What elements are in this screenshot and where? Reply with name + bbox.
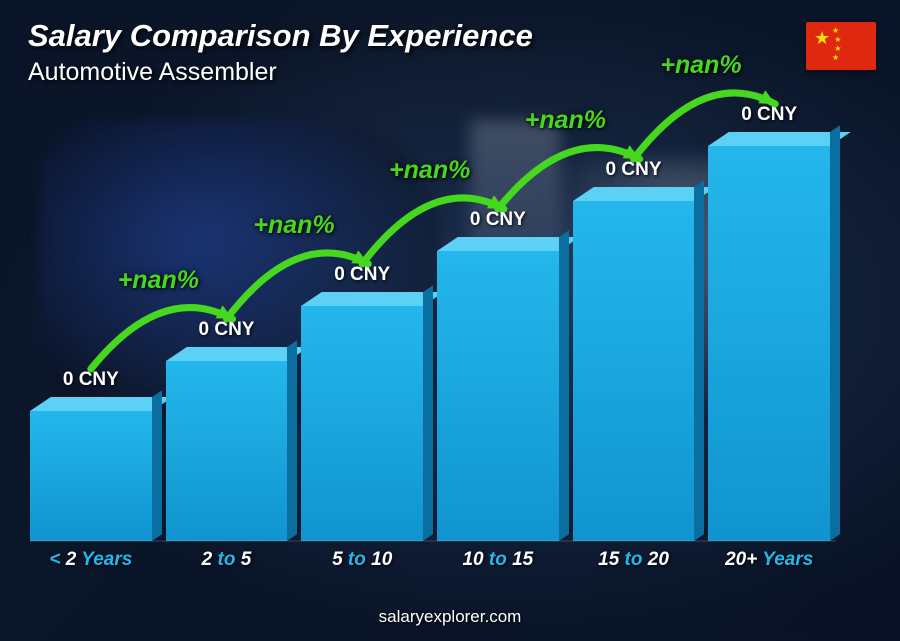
footer-attribution: salaryexplorer.com (0, 607, 900, 627)
chart-subtitle: Automotive Assembler (28, 58, 533, 87)
bar-value-label: 0 CNY (63, 369, 119, 391)
bar-category-label: 20+ Years (725, 549, 813, 571)
bar (301, 306, 423, 541)
bar-slot: 0 CNY5 to 10 (301, 306, 423, 541)
bar-side (694, 180, 704, 541)
bar-category-label: 10 to 15 (462, 549, 533, 571)
chart-baseline (30, 540, 836, 542)
bar-slot: 0 CNY10 to 15 (437, 251, 559, 541)
increment-label: +nan% (389, 156, 470, 185)
flag-star-icon: ★ ★ ★★ (832, 26, 841, 62)
bar-value-label: 0 CNY (199, 319, 255, 341)
bar-value-label: 0 CNY (741, 104, 797, 126)
bar-side (423, 285, 433, 541)
country-flag-china: ★ ★ ★ ★★ (806, 22, 876, 70)
increment-label: +nan% (525, 106, 606, 135)
bar-side (830, 125, 840, 541)
bar-front (573, 201, 695, 541)
flag-star-icon: ★ (814, 28, 830, 49)
bar (573, 201, 695, 541)
infographic-canvas: Salary Comparison By Experience Automoti… (0, 0, 900, 641)
increment-label: +nan% (660, 51, 741, 80)
chart-area: 0 CNY< 2 Years0 CNY2 to 50 CNY5 to 100 C… (30, 100, 830, 571)
bar-front (708, 146, 830, 541)
bar (30, 411, 152, 541)
bar (166, 361, 288, 541)
bar-category-label: 15 to 20 (598, 549, 669, 571)
bar-front (437, 251, 559, 541)
increment-label: +nan% (118, 266, 199, 295)
bar-value-label: 0 CNY (606, 159, 662, 181)
bar-value-label: 0 CNY (470, 209, 526, 231)
bar-front (301, 306, 423, 541)
bar-side (287, 340, 297, 541)
bar-value-label: 0 CNY (334, 264, 390, 286)
bar-front (30, 411, 152, 541)
bar-category-label: 2 to 5 (202, 549, 252, 571)
bar-slot: 0 CNY20+ Years (708, 146, 830, 541)
bar-side (152, 390, 162, 541)
bar-slot: 0 CNY15 to 20 (573, 201, 695, 541)
bar (437, 251, 559, 541)
bar (708, 146, 830, 541)
bar-slot: 0 CNY< 2 Years (30, 411, 152, 541)
increment-label: +nan% (253, 211, 334, 240)
chart-title: Salary Comparison By Experience (28, 18, 533, 54)
bar-category-label: < 2 Years (49, 549, 132, 571)
bar-side (559, 230, 569, 541)
title-block: Salary Comparison By Experience Automoti… (28, 18, 533, 87)
bar-front (166, 361, 288, 541)
bar-category-label: 5 to 10 (332, 549, 392, 571)
bar-slot: 0 CNY2 to 5 (166, 361, 288, 541)
